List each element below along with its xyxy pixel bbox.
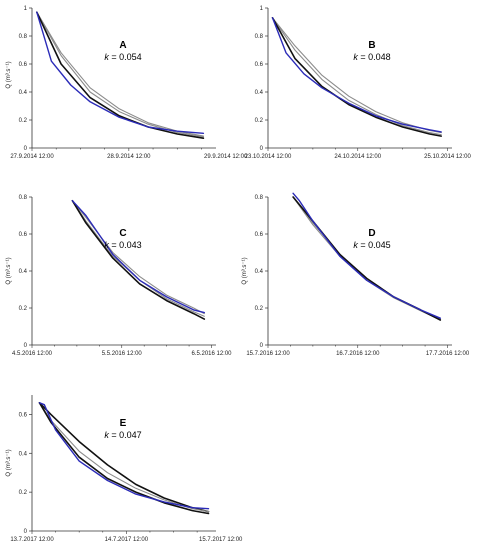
x-tick-label: 24.10.2014 12:00 xyxy=(334,154,381,160)
recession-constant-label: k = 0.048 xyxy=(353,52,390,62)
y-tick-label: 0.4 xyxy=(19,451,28,457)
x-tick-label: 14.7.2017 12:00 xyxy=(105,537,149,543)
recession-constant-label: k = 0.045 xyxy=(353,240,390,250)
x-tick-label: 15.7.2016 12:00 xyxy=(246,351,290,357)
series-line-blue xyxy=(292,192,441,319)
y-tick-label: 0.4 xyxy=(255,269,264,275)
x-tick-label: 4.5.2016 12:00 xyxy=(12,351,53,357)
panel-b: 0 0.2 0.4 0.6 0.8 1 23.10.2014 12:00 24.10.2014… xyxy=(245,6,472,160)
recession-constant-label: k = 0.043 xyxy=(104,240,141,250)
series-line-black xyxy=(292,196,442,321)
y-tick-label: 0.6 xyxy=(19,232,28,238)
y-tick-label: 0.2 xyxy=(255,118,264,124)
y-tick-label: 0.6 xyxy=(255,232,264,238)
series-line-black xyxy=(35,11,205,139)
panel-letter: A xyxy=(119,40,126,51)
y-tick-label: 0.8 xyxy=(255,34,264,40)
x-tick-label: 13.7.2017 12:00 xyxy=(10,537,54,543)
series-line-gray xyxy=(271,17,442,134)
y-tick-label: 0.6 xyxy=(19,412,28,418)
series-line-gray xyxy=(292,196,441,321)
x-tick-label: 6.5.2016 12:00 xyxy=(191,351,232,357)
series-line-gray xyxy=(271,17,442,136)
y-tick-label: 0.4 xyxy=(19,90,28,96)
y-tick-label: 1 xyxy=(260,6,264,12)
x-tick-label: 16.7.2016 12:00 xyxy=(336,351,380,357)
x-tick-label: 29.9.2014 12:00 xyxy=(204,154,248,160)
series-line-black xyxy=(38,401,210,515)
series-line-blue xyxy=(36,11,205,135)
y-tick-label: 1 xyxy=(24,6,28,12)
y-axis-label: Q (m³.s⁻¹) xyxy=(6,449,12,476)
y-tick-label: 0.6 xyxy=(255,62,264,68)
y-axis-label: Q (m³.s⁻¹) xyxy=(242,257,248,284)
series-line-gray xyxy=(71,200,205,315)
x-tick-label: 28.9.2014 12:00 xyxy=(107,154,151,160)
recession-constant-label: k = 0.054 xyxy=(104,52,141,62)
series-line-gray xyxy=(36,11,204,138)
panel-letter: B xyxy=(368,40,375,51)
series-line-blue xyxy=(38,402,210,510)
y-tick-label: 0.2 xyxy=(255,306,264,312)
y-axis-label: Q (m³.s⁻¹) xyxy=(6,257,12,284)
series-line-black xyxy=(271,16,443,137)
series-line-gray xyxy=(292,196,441,320)
x-tick-label: 23.10.2014 12:00 xyxy=(245,154,292,160)
y-tick-label: 0.2 xyxy=(19,306,28,312)
x-tick-label: 5.5.2016 12:00 xyxy=(102,351,143,357)
panel-e: 0 0.2 0.4 0.6 13.7.2017 12:00 14.7.2017 12:00… xyxy=(6,395,243,543)
series-line-blue xyxy=(271,17,442,133)
x-tick-label: 15.7.2017 12:00 xyxy=(199,537,243,543)
series-line-black xyxy=(71,199,206,320)
series-line-gray xyxy=(71,200,205,317)
panel-c: 0 0.2 0.4 0.6 0.8 4.5.2016 12:00 5.5.2016 12:0… xyxy=(6,195,232,357)
y-tick-label: 0 xyxy=(24,343,28,349)
panel-letter: E xyxy=(120,418,127,429)
y-tick-label: 0.2 xyxy=(19,118,28,124)
panel-a: 0 0.2 0.4 0.6 0.8 1 27.9.2014 12:00 28.9.2014 1… xyxy=(6,6,248,160)
y-tick-label: 0 xyxy=(260,343,264,349)
x-tick-label: 25.10.2014 12:00 xyxy=(424,154,471,160)
y-tick-label: 0 xyxy=(24,146,28,152)
series-line-blue xyxy=(71,199,206,314)
y-tick-label: 0.8 xyxy=(19,195,28,201)
y-tick-label: 0.2 xyxy=(19,490,28,496)
y-tick-label: 0 xyxy=(260,146,264,152)
y-tick-label: 0 xyxy=(24,529,28,535)
recession-constant-label: k = 0.047 xyxy=(104,430,141,440)
y-tick-label: 0.8 xyxy=(255,195,264,201)
y-tick-label: 0.6 xyxy=(19,62,28,68)
x-tick-label: 17.7.2016 12:00 xyxy=(426,351,470,357)
y-tick-label: 0.8 xyxy=(19,34,28,40)
y-axis-label: Q (m³.s⁻¹) xyxy=(6,61,12,88)
y-tick-label: 0.4 xyxy=(255,90,264,96)
panel-letter: C xyxy=(119,228,126,239)
x-tick-label: 27.9.2014 12:00 xyxy=(10,154,54,160)
y-tick-label: 0.4 xyxy=(19,269,28,275)
panel-d: 0 0.2 0.4 0.6 0.8 15.7.2016 12:00 16.7.2016 12… xyxy=(242,192,470,357)
panel-letter: D xyxy=(368,228,375,239)
